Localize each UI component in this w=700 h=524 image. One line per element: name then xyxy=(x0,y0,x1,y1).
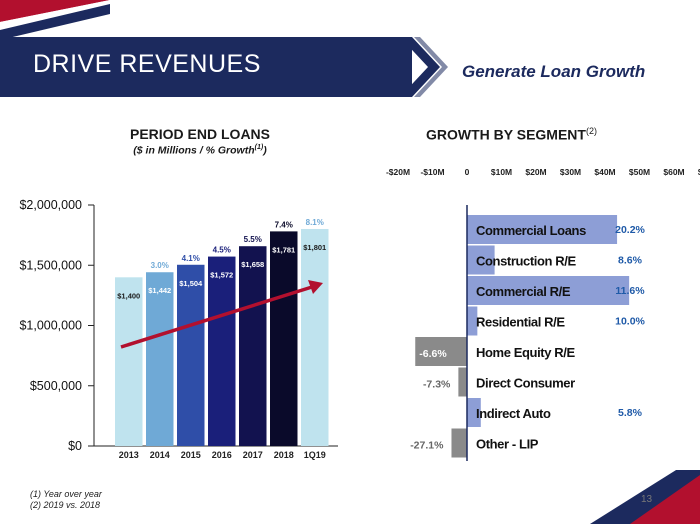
x-tick-label: 0 xyxy=(465,167,470,177)
trend-arrow-shaft xyxy=(120,285,313,349)
x-tick-label: -$20M xyxy=(386,167,410,177)
segment-label: Residential R/E xyxy=(476,315,565,330)
bar-2013 xyxy=(115,277,143,446)
segment-label: Commercial R/E xyxy=(476,284,571,299)
page-subtitle: Generate Loan Growth xyxy=(462,62,646,81)
growth-label: 4.5% xyxy=(213,246,231,255)
y-tick-label: $0 xyxy=(68,439,82,453)
bar-value-label: $1,572 xyxy=(210,271,233,280)
x-tick-label: 2013 xyxy=(119,450,139,460)
growth-label: 8.1% xyxy=(306,218,324,227)
segment-pct-label: -7.3% xyxy=(423,379,451,391)
growth-label: 3.0% xyxy=(151,261,169,270)
x-tick-label: 2017 xyxy=(243,450,263,460)
x-tick-label: $70M xyxy=(698,167,700,177)
corner-decoration-bottom-right xyxy=(590,455,700,524)
right-chart-title: GROWTH BY SEGMENT(2) xyxy=(426,126,597,143)
growth-label: 5.5% xyxy=(244,235,262,244)
bar-value-label: $1,781 xyxy=(272,245,295,254)
segment-pct-label: 8.6% xyxy=(618,255,643,267)
x-tick-label: -$10M xyxy=(420,167,444,177)
x-tick-label: $10M xyxy=(491,167,512,177)
segment-bar xyxy=(458,367,467,397)
header-banner xyxy=(0,37,412,97)
corner-decoration-top-left xyxy=(0,0,110,40)
right-chart-title-text: GROWTH BY SEGMENT xyxy=(426,126,586,143)
bar-2014 xyxy=(146,272,174,446)
segment-pct-label: 10.0% xyxy=(615,316,645,328)
bar-2017 xyxy=(239,246,267,446)
segment-label: Indirect Auto xyxy=(476,406,551,421)
left-chart-subtitle-sup: (1) xyxy=(254,144,264,151)
trend-arrow-icon xyxy=(120,280,323,349)
segment-chart-background xyxy=(360,160,700,470)
segment-pct-label: 20.2% xyxy=(615,224,645,236)
x-tick-label: $20M xyxy=(525,167,546,177)
page-title: DRIVE REVENUES xyxy=(33,50,261,78)
bar-value-label: $1,801 xyxy=(303,243,326,252)
right-chart-title-sup: (2) xyxy=(585,126,597,136)
x-tick-label: 2015 xyxy=(181,450,201,460)
segment-pct-label: -6.6% xyxy=(419,348,447,360)
segment-bar xyxy=(467,306,478,336)
x-tick-label: $30M xyxy=(560,167,581,177)
x-tick-label: $60M xyxy=(663,167,684,177)
y-tick-label: $1,000,000 xyxy=(19,319,82,333)
x-tick-label: $40M xyxy=(594,167,615,177)
segment-bar xyxy=(467,215,618,244)
growth-label: 4.1% xyxy=(182,254,200,263)
segment-label: Construction R/E xyxy=(476,254,576,269)
segment-label: Other - LIP xyxy=(476,437,539,452)
bar-2016 xyxy=(208,256,236,446)
segment-pct-label: -27.1% xyxy=(410,440,444,452)
bar-value-label: $1,658 xyxy=(241,260,264,269)
x-tick-label: 2016 xyxy=(212,450,232,460)
footnote-1: (1) Year over year xyxy=(30,489,102,499)
page-number: 13 xyxy=(641,494,653,505)
bar-value-label: $1,400 xyxy=(117,291,140,300)
segment-bar xyxy=(451,428,467,458)
segment-pct-label: 5.8% xyxy=(618,407,643,419)
segment-bar xyxy=(415,337,467,366)
x-tick-label: 1Q19 xyxy=(304,450,326,460)
bar-value-label: $1,504 xyxy=(179,279,203,288)
left-chart-subtitle-close: ) xyxy=(263,144,267,157)
segment-bar xyxy=(467,398,481,427)
bar-2018 xyxy=(270,231,298,446)
y-tick-label: $1,500,000 xyxy=(19,258,82,272)
y-tick-label: $500,000 xyxy=(30,379,82,393)
segment-label: Home Equity R/E xyxy=(476,345,575,360)
left-chart-subtitle: ($ in Millions / % Growth(1)) xyxy=(100,144,300,157)
left-chart-title: PERIOD END LOANS xyxy=(129,126,270,142)
segment-bar xyxy=(467,276,630,305)
growth-label: 7.4% xyxy=(275,220,293,229)
trend-arrow-head xyxy=(308,280,323,294)
bar-2015 xyxy=(177,264,205,446)
period-end-loans-chart: $0 $500,000 $1,000,000 $1,500,000 $2,000,000… xyxy=(19,198,338,460)
left-chart-subtitle-text: ($ in Millions / % Growth xyxy=(133,144,255,157)
bar-value-label: $1,442 xyxy=(148,286,171,295)
chevron-right-icon xyxy=(400,37,448,97)
segment-label: Direct Consumer xyxy=(476,376,575,391)
segment-pct-label: 11.6% xyxy=(615,285,645,297)
y-tick-label: $2,000,000 xyxy=(19,198,82,212)
segment-label: Commercial Loans xyxy=(476,223,586,238)
x-tick-label: 2014 xyxy=(150,450,170,460)
x-tick-label: 2018 xyxy=(274,450,294,460)
footnote-2: (2) 2019 vs. 2018 xyxy=(30,500,101,510)
footnotes: (1) Year over year (2) 2019 vs. 2018 xyxy=(30,489,102,511)
x-tick-label: $50M xyxy=(629,167,650,177)
segment-bar xyxy=(467,245,495,275)
growth-by-segment-chart: -$20M -$10M 0 $10M $20M $30M $40M $50M $60M $70M C… xyxy=(360,160,700,470)
bar-1Q19 xyxy=(301,228,329,446)
